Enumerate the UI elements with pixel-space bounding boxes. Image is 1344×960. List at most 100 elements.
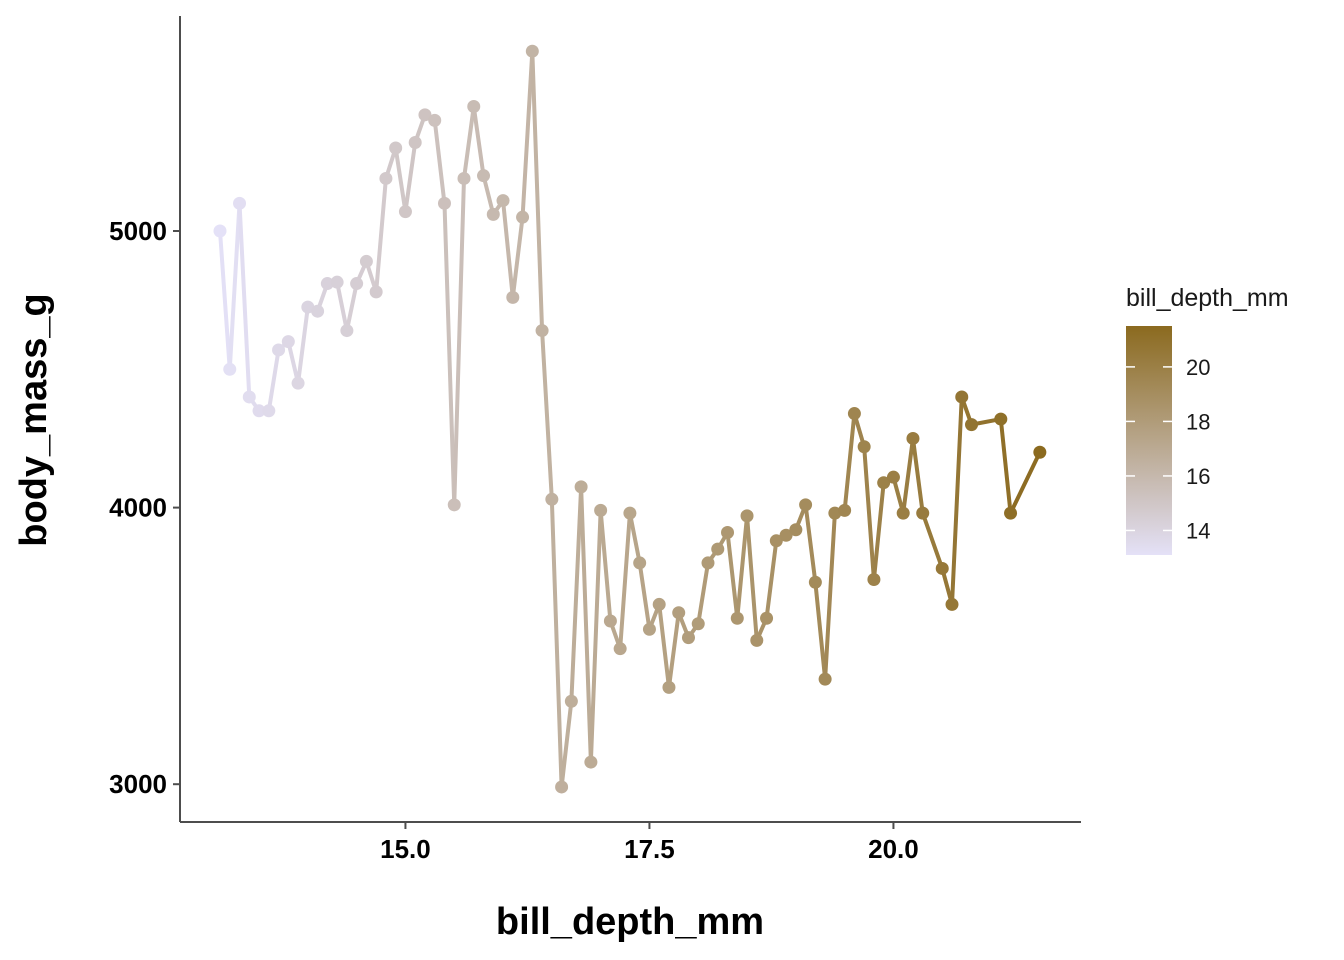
data-point [281,335,295,349]
line-segment [803,502,818,585]
data-point [877,476,891,490]
line-segment [910,436,925,516]
line-segment [462,104,476,181]
y-axis-ticks: 3000 4000 5000 [109,216,180,799]
data-point [398,205,412,219]
data-point [428,113,442,127]
data-point [828,506,842,520]
data-point [603,614,617,628]
data-point [642,622,656,636]
data-point [1033,445,1047,459]
data-point [564,694,578,708]
data-point [857,440,871,454]
data-point [886,470,900,484]
line-segment [764,538,779,621]
line-segment [227,201,242,372]
line-segment [666,610,681,690]
data-point [945,597,959,611]
line-segment [998,417,1013,516]
line-segment [540,328,554,502]
data-point [779,528,793,542]
y-tick-label: 4000 [109,493,167,523]
data-point [233,196,247,210]
data-point [652,597,666,611]
line-segment [559,699,574,789]
data-point [213,224,227,238]
line-segment [481,173,496,217]
data-point [389,141,403,155]
line-segment [266,347,281,413]
line-segment [393,146,408,214]
line-segment [549,497,564,789]
data-point [681,631,695,645]
data-point [545,492,559,506]
y-axis-title: body_mass_g [13,293,55,546]
data-point [555,780,569,794]
line-segment [735,513,750,621]
data-point [311,304,325,318]
line-segment [637,560,652,632]
line-segment [842,411,857,513]
data-point [789,523,803,537]
line-segment [452,176,466,507]
data-point [379,171,393,185]
data-point [594,503,608,517]
data-point [730,611,744,625]
data-point [711,542,725,556]
data-point [965,418,979,432]
data-point [818,672,832,686]
data-point [808,575,822,589]
data-point [320,277,334,291]
line-segment [344,281,359,333]
legend-title: bill_depth_mm [1126,284,1289,312]
x-axis-ticks: 15.0 17.5 20.0 [380,822,919,864]
line-segment [296,305,310,386]
line-segment [501,198,515,300]
colorbar [1126,326,1172,555]
line-segment [657,602,671,690]
data-point [262,404,276,418]
line-segment [618,511,632,651]
line-segment [871,480,886,582]
line-segment [218,229,232,372]
data-point [291,376,305,390]
legend-tick-label: 18 [1186,409,1210,434]
data-point [740,509,754,523]
y-tick-label: 5000 [109,216,167,246]
line-segment [627,511,642,565]
data-point [506,290,520,304]
line-segment [520,49,535,220]
data-point [242,390,256,404]
line-segment [471,104,486,178]
data-point [350,277,364,291]
legend-tick-label: 20 [1186,355,1210,380]
line-segment [335,280,349,333]
data-point [769,534,783,548]
line-segment [1008,450,1042,516]
line-segment [530,49,545,333]
data-point [340,324,354,338]
line-segment [813,580,828,682]
data-point [252,404,266,418]
line-segment [862,444,876,582]
x-tick-label: 20.0 [868,834,919,864]
line-segment [725,530,740,621]
x-axis-title: bill_depth_mm [496,901,764,943]
legend-tick-label: 14 [1186,518,1210,543]
data-point [301,300,315,314]
data-point [662,680,676,694]
line-segment [237,201,252,399]
line-segment [403,140,418,214]
line-segment [286,339,301,386]
line-segment [950,394,964,607]
data-point [750,633,764,647]
data-point [1004,506,1018,520]
data-point [330,275,344,289]
x-tick-label: 17.5 [624,834,675,864]
line-segment [696,560,710,626]
data-point [525,44,539,58]
line-segment [588,508,603,765]
data-point [418,108,432,122]
plot-panel [213,44,1047,794]
